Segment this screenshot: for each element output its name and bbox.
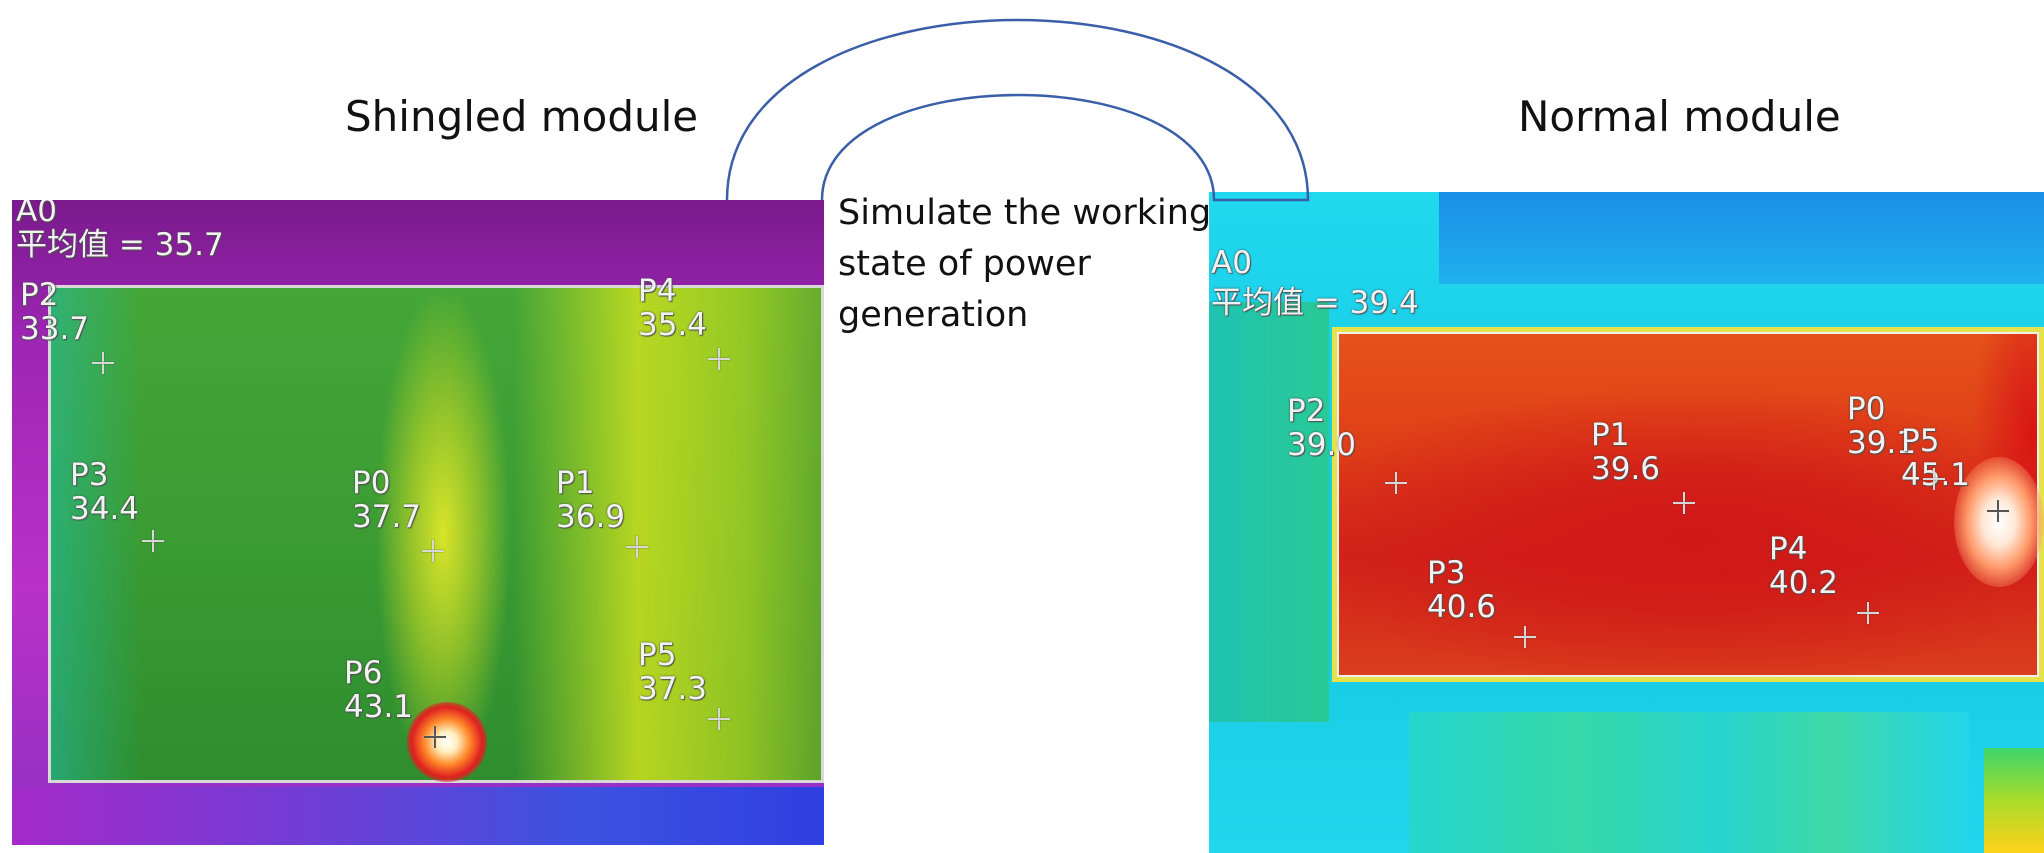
thermal-corner-region	[1984, 748, 2044, 853]
point-label-p4: P4 35.4	[638, 273, 708, 343]
point-label-p3: P3 34.4	[70, 457, 140, 527]
annotation-line-1: Simulate the working	[838, 193, 1212, 233]
point-label-p0: P0 37.7	[352, 465, 422, 535]
point-marker-p3	[1514, 626, 1536, 648]
point-marker-p3	[142, 530, 164, 552]
annotation-line-3: generation	[838, 295, 1029, 335]
point-marker-p6	[424, 726, 446, 748]
point-label-p5: P5 37.3	[638, 637, 708, 707]
thermal-left-region	[1209, 302, 1329, 722]
point-label-p6: P6 43.1	[344, 655, 414, 725]
point-marker-p5	[708, 708, 730, 730]
point-marker-p0	[422, 540, 444, 562]
point-marker-p0	[1923, 468, 1945, 490]
point-marker-p4	[1857, 602, 1879, 624]
shingled-module-thermal-image: A0 平均值 = 35.7 P2 33.7 P4 35.4 P3 34.4 P0 37.…	[12, 200, 824, 845]
hotspot	[407, 702, 487, 782]
average-temperature: 平均值 = 35.7	[16, 227, 224, 263]
left-module-title: Shingled module	[345, 92, 699, 141]
annotation-line-2: state of power	[838, 244, 1091, 284]
point-label-p2: P2 39.0	[1287, 393, 1357, 463]
average-temperature: 平均值 = 39.4	[1211, 285, 1419, 321]
hotspot	[1954, 457, 2044, 587]
point-label-p2: P2 33.7	[20, 277, 90, 347]
point-marker-p1	[1673, 492, 1695, 514]
point-marker-p2	[1385, 472, 1407, 494]
point-label-p5: P5 45.1	[1901, 423, 1971, 493]
area-label: A0	[16, 200, 57, 229]
module-panel	[1332, 327, 2044, 682]
thermal-top-block	[1439, 192, 2044, 284]
normal-module-thermal-image: A0 平均值 = 39.4 P2 39.0 P1 39.6 P0 39.1 P5 45.…	[1209, 192, 2044, 853]
module-panel	[48, 285, 824, 783]
point-label-p1: P1 36.9	[556, 465, 626, 535]
point-marker-p4	[708, 348, 730, 370]
area-label: A0	[1211, 245, 1252, 281]
point-marker-p5	[1987, 500, 2009, 522]
right-module-title: Normal module	[1518, 92, 1841, 141]
thermal-lower-strip	[1409, 712, 1969, 853]
simulation-annotation: Simulate the working state of power gene…	[838, 188, 1218, 341]
point-label-p3: P3 40.6	[1427, 555, 1497, 625]
connector-arc-path	[725, 18, 1310, 202]
thermal-bottom-strip	[12, 787, 824, 845]
measurement-area-box	[48, 285, 824, 783]
point-label-p1: P1 39.6	[1591, 417, 1661, 487]
point-label-p0: P0 39.1	[1847, 391, 1917, 461]
point-marker-p1	[626, 536, 648, 558]
point-label-p4: P4 40.2	[1769, 531, 1839, 601]
point-marker-p2	[92, 352, 114, 374]
